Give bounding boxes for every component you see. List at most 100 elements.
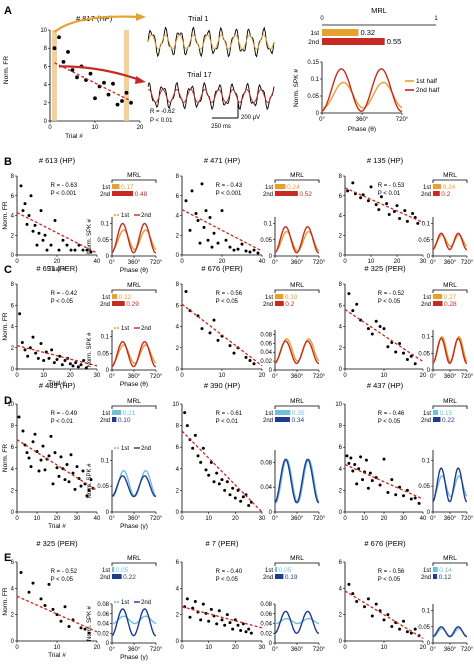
- phase-curve-second: [274, 458, 319, 504]
- mrl-first-label: 1st: [265, 411, 273, 417]
- phase-x-tick-label: 720°: [313, 374, 326, 380]
- phase-y-tick-label: 0: [427, 368, 431, 374]
- mrl-bar-second: [275, 417, 290, 422]
- phase-curve-second: [432, 467, 467, 503]
- phase-x-tick-label: 360°: [291, 516, 304, 522]
- data-point: [374, 319, 378, 323]
- x-tick-label: 40: [259, 259, 266, 265]
- mrl-min: 0: [320, 16, 324, 22]
- phase-x-tick-label: 360°: [444, 516, 457, 522]
- y-tick-label: 4: [339, 586, 343, 592]
- data-point: [417, 501, 421, 505]
- data-point: [184, 289, 188, 293]
- data-point: [231, 627, 235, 631]
- mrl-second-value: 0.48: [135, 191, 148, 198]
- x-tick-label: 0: [15, 645, 19, 651]
- regression-line: [344, 308, 424, 363]
- phase-y-tick-label: 0: [269, 510, 273, 516]
- legend-second: 2nd: [141, 326, 151, 332]
- data-point: [248, 359, 252, 362]
- phase-x-label: Phase (θ): [120, 381, 148, 388]
- phase-x-tick-label: 0°: [272, 516, 278, 522]
- correlation-r: R = - 0.63: [51, 183, 78, 189]
- mrl-title: MRL: [290, 172, 304, 179]
- data-point: [85, 248, 89, 252]
- data-point: [201, 446, 205, 450]
- data-point: [223, 623, 227, 627]
- data-point: [212, 318, 216, 322]
- cell-title: # 135 (HP): [367, 156, 404, 165]
- data-point: [402, 351, 405, 355]
- phase-x-tick-label: 360°: [128, 260, 141, 266]
- y-tick-label: 4: [44, 83, 48, 89]
- y-tick-label: 8: [339, 424, 343, 430]
- x-tick-label: 20: [67, 373, 74, 379]
- mrl-first-label: 1st: [102, 568, 110, 574]
- correlation-r: R = - 0.56: [378, 569, 405, 575]
- data-point: [29, 194, 33, 198]
- phase-y-tick-label: 0.05: [97, 484, 109, 490]
- phase-y-tick-label: 0.08: [260, 332, 272, 338]
- data-point: [398, 342, 402, 345]
- phase-y-tick-label: 0.05: [418, 238, 430, 244]
- mrl-bar-first: [112, 184, 120, 189]
- y-tick-label: 8: [339, 282, 343, 288]
- mrl-bar-first: [112, 410, 122, 415]
- data-point: [220, 618, 224, 622]
- y-tick-label: 4: [11, 586, 15, 592]
- x-tick-label: 0: [15, 373, 19, 379]
- phase-x-tick-label: 720°: [313, 647, 326, 653]
- y-tick-label: 2: [11, 346, 15, 352]
- mrl-axis: [274, 405, 320, 409]
- data-point: [363, 605, 366, 609]
- phase-curve-second: [432, 232, 467, 251]
- data-point: [19, 571, 23, 575]
- y-tick-label: 2: [339, 346, 343, 352]
- data-point: [196, 218, 200, 222]
- data-point: [347, 582, 351, 586]
- data-point: [382, 618, 386, 622]
- data-point: [247, 504, 251, 508]
- data-point: [34, 351, 38, 355]
- phase-y-label: Norm. SPK #: [87, 605, 93, 641]
- phase-x-label: Phase (γ): [120, 654, 148, 661]
- data-point: [81, 469, 85, 473]
- mrl-second-value: 0.10: [118, 417, 131, 424]
- data-point: [361, 193, 365, 197]
- data-point: [36, 356, 40, 360]
- data-point: [345, 454, 349, 458]
- data-point: [217, 482, 221, 486]
- regression-line: [181, 430, 263, 513]
- x-tick-label: 0: [343, 645, 347, 651]
- mrl-axis: [111, 405, 157, 409]
- phase-x-tick-label: 720°: [150, 647, 163, 653]
- data-point: [386, 613, 390, 617]
- phase-x-tick-label: 720°: [150, 260, 163, 266]
- data-point: [49, 243, 53, 247]
- x-tick-label: 10: [368, 259, 375, 265]
- y-axis-label: Norm. FR: [2, 587, 9, 615]
- data-point: [55, 357, 59, 361]
- x-axis-label: Trial #: [48, 652, 66, 659]
- data-point: [55, 466, 59, 470]
- regression-line: [344, 187, 424, 224]
- data-point: [232, 351, 236, 355]
- data-point: [204, 611, 208, 615]
- mrl-bar-first: [275, 184, 286, 189]
- data-point: [225, 480, 229, 484]
- data-point: [349, 456, 353, 460]
- data-point: [409, 354, 413, 358]
- x-tick-label: 10: [361, 516, 368, 522]
- data-point: [236, 247, 240, 251]
- y-axis-label: Norm. FR: [3, 56, 10, 84]
- mrl-title: MRL: [127, 172, 141, 179]
- data-point: [27, 214, 31, 217]
- mrl-axis: [432, 562, 468, 566]
- data-point: [366, 486, 370, 490]
- data-point: [228, 245, 232, 249]
- data-point: [212, 480, 216, 484]
- data-point: [374, 475, 378, 479]
- correlation-r: R = - 0.52: [378, 291, 405, 297]
- y-tick-label: 0: [11, 253, 15, 259]
- data-point: [63, 605, 67, 609]
